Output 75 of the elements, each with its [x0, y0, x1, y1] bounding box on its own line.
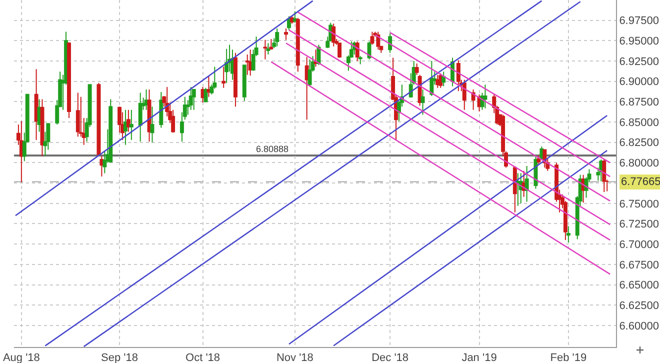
candlestick	[430, 60, 434, 96]
y-tick-label: 6.85000	[619, 116, 659, 129]
candlestick	[388, 32, 392, 54]
candlestick	[147, 89, 152, 142]
candlestick	[442, 71, 446, 87]
candlestick	[34, 68, 38, 140]
x-tick-label: Feb '19	[550, 352, 587, 363]
candlestick	[358, 56, 362, 65]
ref-line-label: 6.77665	[621, 176, 660, 188]
candlestick	[67, 42, 71, 118]
candlestick	[462, 79, 466, 110]
y-tick-label: 6.90000	[619, 76, 659, 88]
candlestick	[126, 109, 130, 132]
candlestick	[284, 28, 288, 40]
candlestick	[338, 42, 342, 58]
candlestick	[266, 42, 270, 56]
candlestick	[524, 165, 529, 202]
candlestick	[269, 38, 274, 50]
x-tick-label: Dec '18	[372, 352, 409, 363]
candlestick	[566, 226, 570, 243]
candlestick	[100, 156, 104, 178]
candlestick	[420, 89, 425, 116]
y-tick-label: 6.87500	[619, 96, 659, 109]
candlestick	[512, 165, 517, 213]
candlestick	[516, 172, 520, 206]
candlestick	[370, 31, 374, 46]
candlestick	[292, 10, 297, 24]
candlestick	[138, 92, 142, 142]
candlestick	[108, 98, 113, 164]
candlestick	[263, 39, 268, 60]
candlestick	[536, 154, 541, 166]
candlestick	[206, 76, 211, 98]
candlestick	[96, 82, 101, 157]
candlestick	[355, 40, 360, 62]
candlestick	[296, 17, 300, 72]
candlestick	[150, 106, 154, 143]
candlestick	[248, 49, 252, 76]
x-tick-label: Nov '18	[276, 352, 314, 363]
y-tick-label: 6.80000	[619, 158, 659, 170]
y-tick-label: 6.62500	[619, 300, 659, 312]
x-tick-label: Jan '19	[462, 352, 497, 363]
y-tick-label: 6.75000	[619, 198, 659, 210]
candlestick	[76, 92, 80, 138]
candlestick	[314, 49, 318, 68]
y-tick-label: 6.97500	[619, 15, 659, 28]
candlestick	[233, 52, 238, 108]
y-tick-label: 6.60000	[619, 320, 659, 332]
candlestick	[304, 56, 309, 120]
y-tick-label: 6.82500	[619, 137, 659, 150]
y-tick-label: 6.95000	[619, 36, 659, 48]
y-tick-label: 6.72500	[619, 218, 659, 231]
candlestick	[192, 89, 196, 110]
candlestick	[40, 98, 44, 157]
y-tick-label: 6.70000	[619, 238, 659, 251]
candlestick	[159, 91, 164, 128]
x-tick-label: Oct '18	[186, 352, 220, 363]
candlestick	[19, 120, 24, 183]
candlestick	[242, 64, 246, 102]
candlestick	[224, 48, 229, 84]
candlestick	[456, 60, 460, 92]
candlestick	[129, 109, 134, 140]
candlestick	[308, 58, 312, 87]
y-tick-label: 6.92500	[619, 56, 659, 68]
y-tick-label: 6.67500	[619, 259, 659, 272]
ref-line-label: 6.80888	[256, 144, 289, 154]
y-tick-label: 6.65000	[619, 280, 659, 292]
candlestick	[332, 23, 336, 47]
candlestick	[124, 109, 128, 146]
candlestick	[144, 89, 148, 110]
candlestick	[602, 158, 606, 193]
candlestick	[414, 62, 419, 76]
candlestick	[483, 84, 488, 109]
candlestick	[222, 66, 226, 88]
candlestick	[275, 28, 280, 47]
candlestick	[188, 86, 193, 110]
